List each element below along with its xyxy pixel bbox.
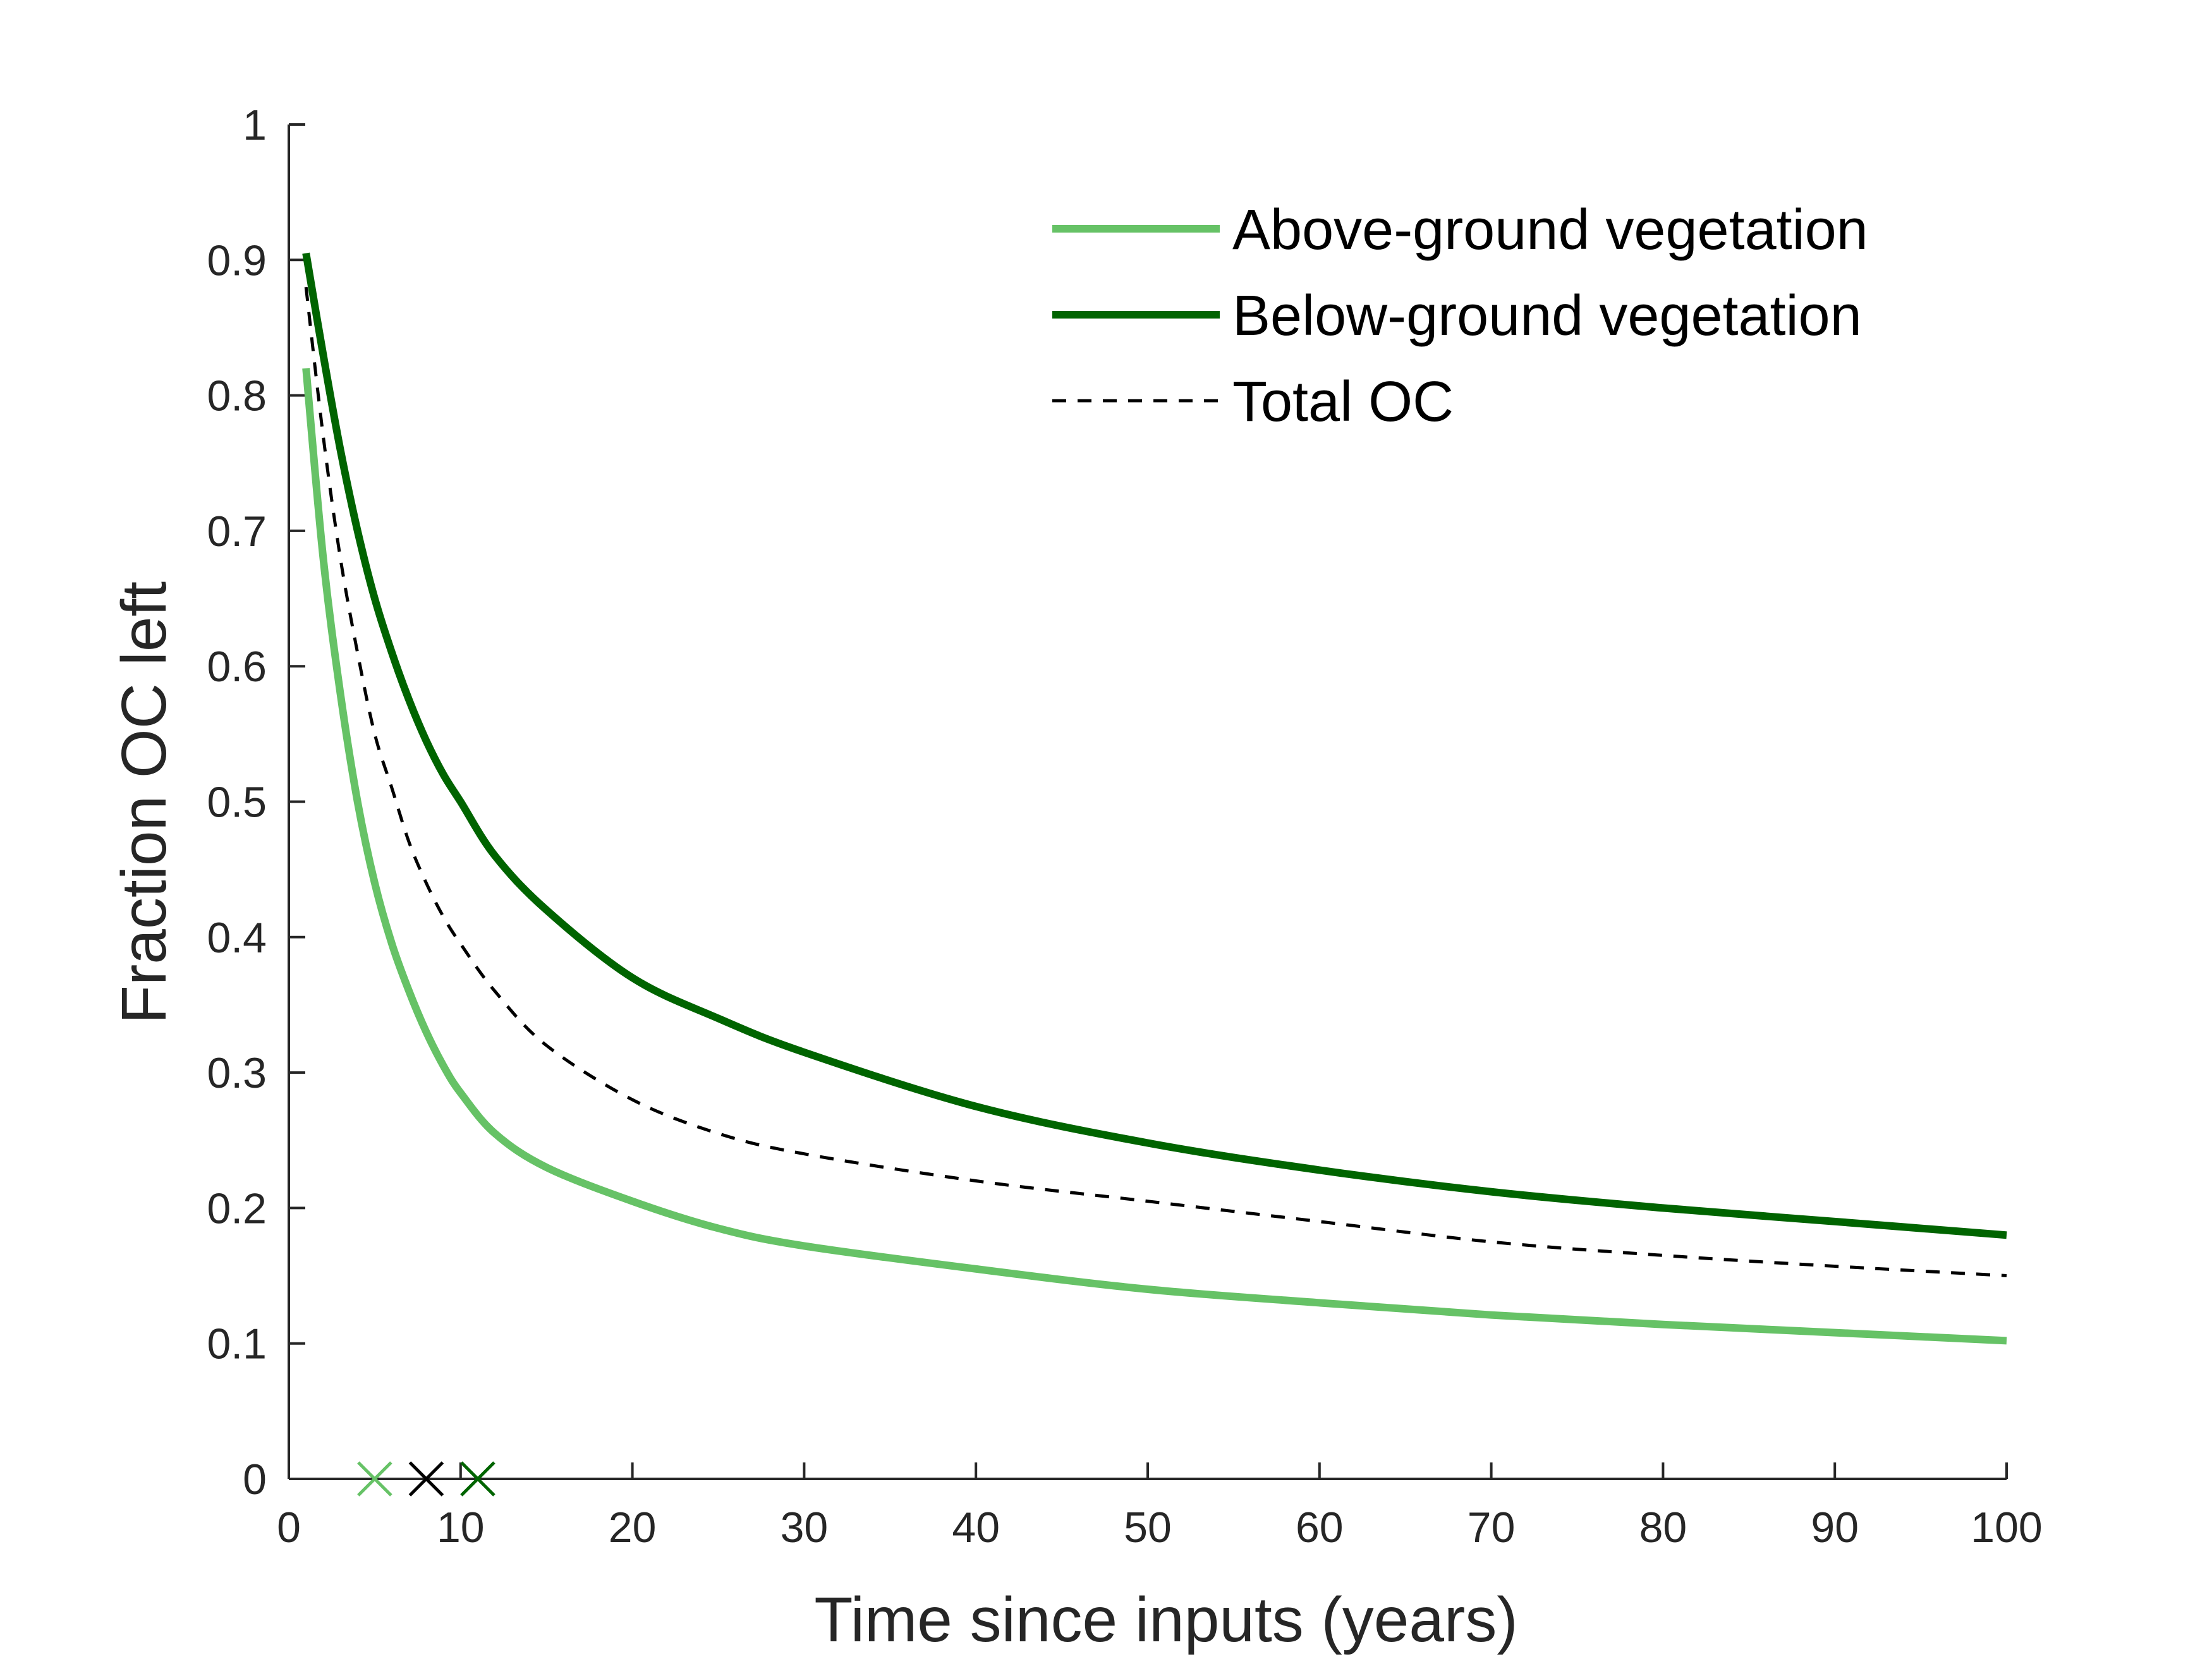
legend-label: Below-ground vegetation bbox=[1232, 284, 1862, 348]
x-tick-label: 0 bbox=[277, 1504, 301, 1552]
y-tick-label: 0.2 bbox=[207, 1184, 267, 1232]
y-tick-label: 0.9 bbox=[207, 236, 267, 284]
x-tick-label: 70 bbox=[1468, 1504, 1516, 1552]
y-tick-label: 0.4 bbox=[207, 914, 267, 962]
series-line-below-ground bbox=[302, 252, 2007, 1239]
x-tick-label: 20 bbox=[609, 1504, 657, 1552]
series-lines bbox=[302, 252, 2007, 1345]
x-marker-stroke bbox=[460, 1461, 495, 1497]
y-tick-label: 0.7 bbox=[207, 507, 267, 556]
x-marker-stroke bbox=[408, 1461, 444, 1497]
series-line-total-oc bbox=[304, 286, 2007, 1277]
y-axis-label: Fraction OC left bbox=[109, 581, 179, 1024]
x-axis-label: Time since inputs (years) bbox=[814, 1584, 1517, 1655]
y-tick-label: 0.5 bbox=[207, 779, 267, 827]
series-line-above-ground bbox=[302, 368, 2007, 1345]
y-tick-label: 0 bbox=[243, 1455, 267, 1504]
y-tick-label: 1 bbox=[243, 101, 267, 149]
legend-label: Total OC bbox=[1232, 370, 1454, 434]
ticks: 0 10 20 30 40 50 60 70 80 90 100 0 0.1 0.2 0.3 0.4 0.5 0.… bbox=[207, 101, 2042, 1552]
x-tick-label: 90 bbox=[1811, 1504, 1859, 1552]
x-markers bbox=[357, 1461, 495, 1497]
y-tick-label: 0.3 bbox=[207, 1049, 267, 1097]
y-tick-label: 0.8 bbox=[207, 372, 267, 420]
y-tick-label: 0.6 bbox=[207, 643, 267, 691]
x-tick-label: 50 bbox=[1124, 1504, 1172, 1552]
x-tick-label: 100 bbox=[1971, 1504, 2042, 1552]
x-marker bbox=[357, 1461, 392, 1497]
legend-item: Total OC bbox=[1052, 370, 1454, 434]
x-tick-label: 40 bbox=[952, 1504, 1000, 1552]
legend: Above-ground vegetation Below-ground vege… bbox=[1052, 198, 1868, 434]
x-marker bbox=[408, 1461, 444, 1497]
legend-item: Above-ground vegetation bbox=[1052, 198, 1868, 262]
x-marker bbox=[460, 1461, 495, 1497]
x-marker-stroke bbox=[357, 1461, 392, 1497]
x-tick-label: 80 bbox=[1639, 1504, 1687, 1552]
x-tick-label: 30 bbox=[781, 1504, 829, 1552]
x-tick-label: 10 bbox=[437, 1504, 485, 1552]
x-tick-label: 60 bbox=[1296, 1504, 1344, 1552]
legend-label: Above-ground vegetation bbox=[1232, 198, 1868, 262]
legend-item: Below-ground vegetation bbox=[1052, 284, 1862, 348]
y-tick-label: 0.1 bbox=[207, 1320, 267, 1368]
